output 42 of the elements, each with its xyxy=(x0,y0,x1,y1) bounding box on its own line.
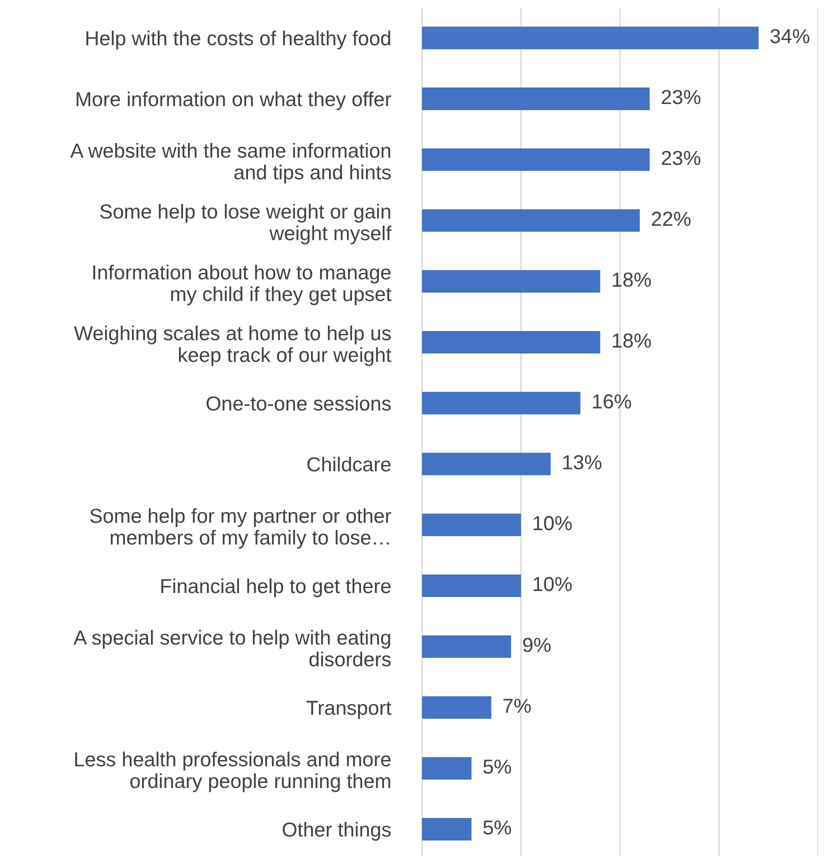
data-label: 5% xyxy=(483,760,511,774)
y-tick-label: Other things xyxy=(282,822,391,841)
bar xyxy=(422,209,640,232)
bar xyxy=(422,270,600,293)
bar xyxy=(422,514,521,536)
y-tick-label: Information about how to manage my child if they get upset xyxy=(93,264,392,306)
data-label: 7% xyxy=(503,698,531,713)
data-label: 5% xyxy=(483,820,511,835)
bar xyxy=(422,26,759,50)
y-tick-label: A website with the same information and tips and hints xyxy=(70,142,391,184)
y-tick-label: More information on what they offer xyxy=(76,92,392,110)
data-label: 10% xyxy=(534,576,572,592)
y-tick-label: Help with the costs of healthy food xyxy=(86,30,390,50)
data-label: 23% xyxy=(662,150,700,166)
data-label: 18% xyxy=(612,272,651,287)
y-tick-label: Weighing scales at home to help us keep track of our weight xyxy=(74,326,392,366)
bar xyxy=(422,88,650,110)
data-label: 10% xyxy=(534,516,572,530)
data-label: 22% xyxy=(652,212,690,226)
bar xyxy=(422,635,512,658)
bar xyxy=(422,696,492,719)
data-label: 16% xyxy=(593,394,632,409)
data-label: 34% xyxy=(770,29,810,44)
y-tick-label: Less health professionals and more ordinary people running them xyxy=(75,752,391,792)
y-tick-label: Transport xyxy=(306,700,392,719)
bar xyxy=(422,331,600,354)
y-tick-label: A special service to help with eating disorders xyxy=(74,630,391,666)
y-tick-label: Some help for my partner or other members of my family to lose… xyxy=(90,508,392,549)
data-label: 13% xyxy=(563,455,602,470)
bar xyxy=(422,148,650,171)
y-tick-label: Financial help to get there xyxy=(161,578,391,598)
data-label: 23% xyxy=(662,90,700,104)
data-label: 9% xyxy=(523,638,551,652)
bar xyxy=(422,818,472,840)
y-tick-label: Childcare xyxy=(307,456,391,472)
bar xyxy=(422,392,580,414)
bar xyxy=(422,452,551,476)
y-tick-label: Some help to lose weight or gain weight myself xyxy=(100,204,392,244)
bar xyxy=(422,757,472,780)
y-tick-label: One-to-one sessions xyxy=(206,396,391,411)
bar xyxy=(422,574,521,598)
data-label: 18% xyxy=(612,333,651,348)
